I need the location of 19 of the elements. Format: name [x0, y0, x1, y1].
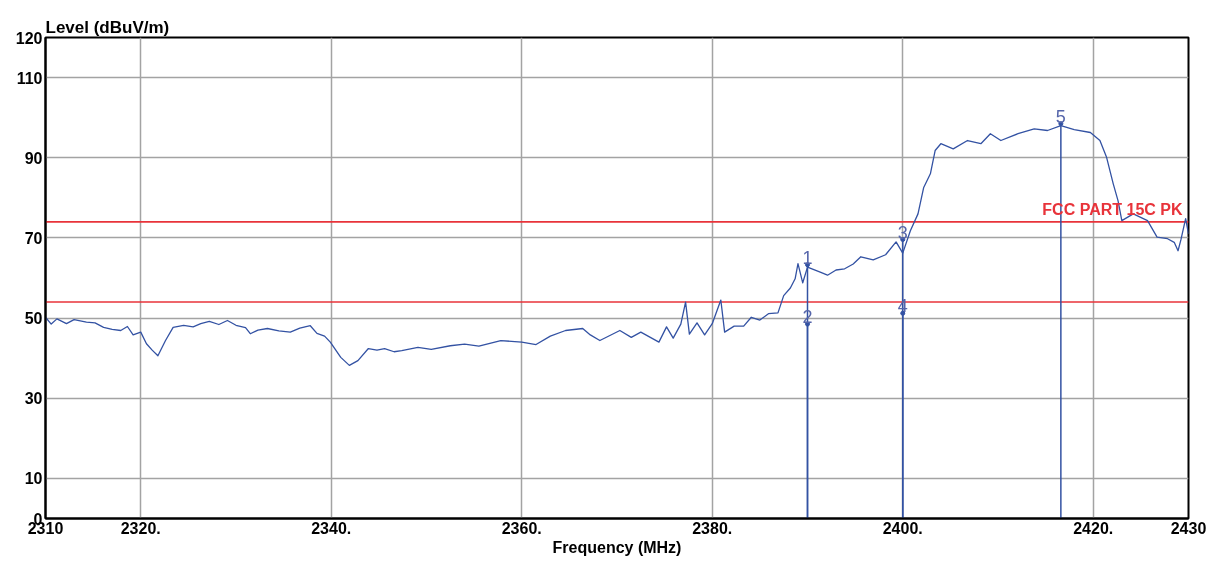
- x-tick-label: 2380.: [692, 519, 733, 537]
- y-tick-label: 90: [24, 149, 43, 167]
- x-tick-label: 2400.: [882, 519, 923, 537]
- annotation: 1: [802, 247, 813, 268]
- y-axis-title: Level (dBuV/m): [45, 17, 170, 37]
- y-tick-label: 10: [24, 470, 43, 488]
- y-tick-label: 110: [16, 69, 43, 87]
- y-tick-label: 30: [24, 390, 43, 408]
- x-tick-label: 2420.: [1073, 519, 1114, 537]
- y-tick-label: 50: [24, 310, 43, 328]
- x-axis-title: Frequency (MHz): [552, 538, 682, 556]
- y-tick-label: 70: [24, 229, 43, 247]
- y-tick-label: 120: [15, 29, 43, 47]
- annotation: 3: [897, 222, 908, 243]
- x-tick-label: 2430: [1170, 519, 1206, 537]
- x-tick-label: 2360.: [501, 519, 542, 537]
- x-tick-label: 2320.: [120, 519, 161, 537]
- annotation: 5: [1055, 106, 1066, 127]
- x-tick-label: 2340.: [311, 519, 352, 537]
